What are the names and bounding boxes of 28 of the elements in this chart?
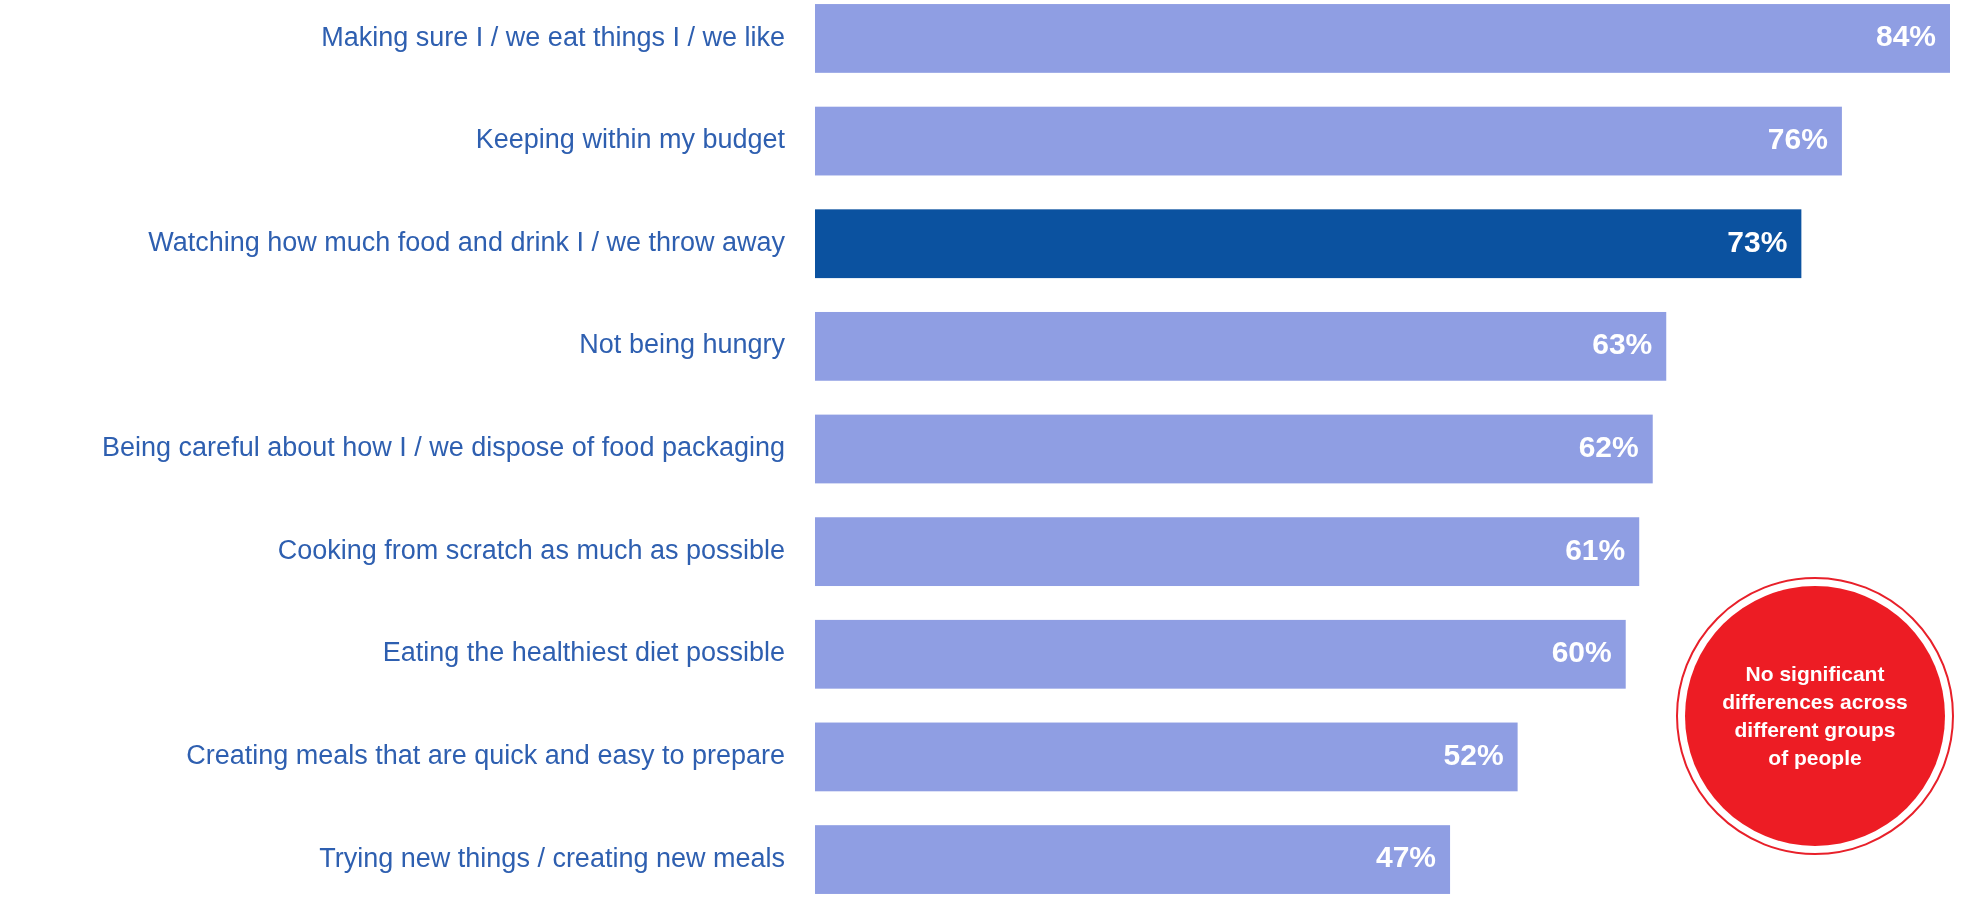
bar (815, 825, 1451, 894)
y-tick-label: Eating the healthiest diet possible (382, 637, 785, 668)
y-tick-label: Not being hungry (579, 329, 786, 360)
data-label: 63% (1592, 327, 1653, 361)
data-label: 60% (1551, 635, 1612, 669)
annotation: No significant differences across different groups of people (1722, 662, 1908, 769)
bar (815, 414, 1653, 484)
y-tick-label: Making sure I / we eat things I / we like (321, 21, 785, 52)
data-label: 61% (1565, 532, 1626, 566)
data-label: 62% (1578, 429, 1639, 463)
y-tick-label: Creating meals that are quick and easy to prepare (186, 740, 785, 771)
y-tick-label: Keeping within my budget (475, 124, 786, 155)
bar (815, 4, 1950, 73)
data-label: 52% (1443, 737, 1504, 771)
bar (815, 209, 1802, 279)
bar (815, 722, 1518, 792)
data-label: 84% (1875, 19, 1936, 53)
data-label: 47% (1376, 840, 1437, 874)
bar (815, 619, 1626, 689)
y-tick-label: Trying new things / creating new meals (319, 842, 785, 873)
bar (815, 106, 1842, 176)
bar (815, 311, 1667, 381)
y-tick-label: Being careful about how I / we dispose of food packaging (102, 432, 785, 463)
data-label: 76% (1767, 122, 1828, 155)
data-label: 73% (1727, 224, 1788, 258)
y-tick-label: Watching how much food and drink I / we throw away (148, 226, 786, 257)
bar (815, 517, 1640, 587)
y-tick-label: Cooking from scratch as much as possible (277, 534, 785, 565)
